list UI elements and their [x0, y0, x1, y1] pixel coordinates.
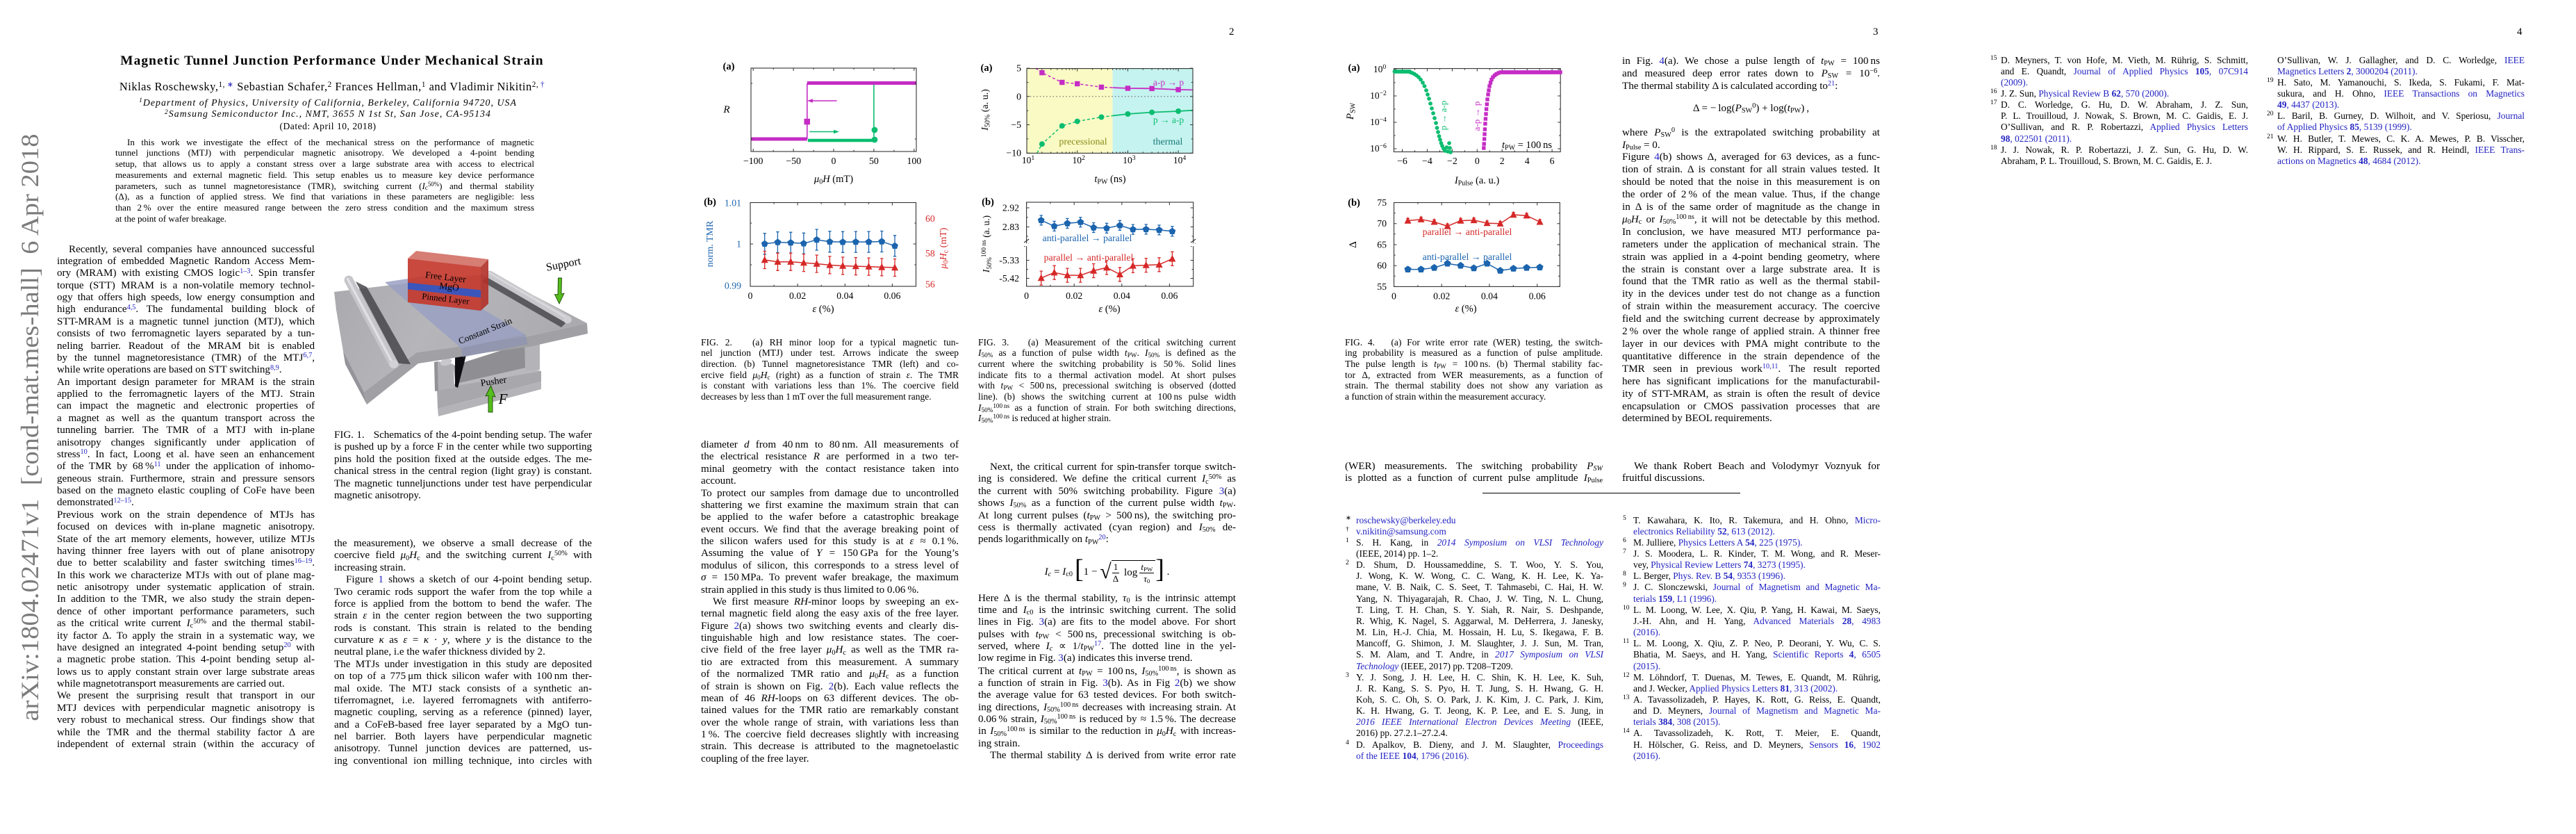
svg-text:2: 2 [1500, 156, 1505, 166]
svg-text:−100: −100 [743, 156, 763, 166]
svg-text:−10: −10 [1006, 148, 1021, 158]
svg-text:(b): (b) [704, 197, 716, 208]
svg-text:I50% (a. u.): I50% (a. u.) [980, 89, 992, 131]
svg-text:2.83: 2.83 [1002, 222, 1019, 232]
svg-text:0.04: 0.04 [1481, 291, 1498, 302]
svg-text:Pusher: Pusher [480, 374, 508, 388]
svg-text:0: 0 [1475, 156, 1480, 166]
svg-text:0: 0 [1016, 91, 1021, 101]
svg-text:10−2: 10−2 [1370, 90, 1387, 101]
svg-text:0.02: 0.02 [789, 291, 806, 301]
svg-text:2.92: 2.92 [1002, 203, 1019, 213]
svg-text:μ0H (mT): μ0H (mT) [814, 174, 853, 186]
svg-text:thermal: thermal [1153, 137, 1183, 147]
svg-text:p → a-p: p → a-p [1438, 101, 1448, 131]
svg-text:anti-parallel → parallel: anti-parallel → parallel [1043, 233, 1132, 243]
svg-text:10−4: 10−4 [1370, 116, 1387, 127]
svg-text:75: 75 [1377, 197, 1387, 208]
svg-text:0.06: 0.06 [884, 291, 900, 301]
svg-text:precessional: precessional [1059, 137, 1107, 147]
svg-text:a-p → p: a-p → p [1471, 101, 1482, 131]
svg-text:Support: Support [545, 255, 583, 273]
svg-text:(b): (b) [982, 197, 994, 208]
svg-text:104: 104 [1173, 154, 1187, 165]
svg-text:−6: −6 [1397, 156, 1407, 166]
svg-text:tPW (ns): tPW (ns) [1094, 174, 1125, 186]
svg-text:60: 60 [1377, 261, 1387, 271]
svg-text:(a): (a) [981, 63, 993, 74]
svg-text:58: 58 [925, 248, 935, 259]
svg-text:6: 6 [1550, 156, 1555, 166]
svg-text:ε (%): ε (%) [1098, 304, 1120, 315]
svg-text:anti-parallel → parallel: anti-parallel → parallel [1423, 252, 1512, 262]
svg-text:0.02: 0.02 [1066, 291, 1082, 301]
svg-text:10−6: 10−6 [1370, 142, 1387, 154]
svg-text:103: 103 [1123, 154, 1136, 165]
svg-text:56: 56 [925, 279, 935, 290]
svg-text:0.02: 0.02 [1433, 291, 1450, 302]
svg-text:(b): (b) [1348, 197, 1360, 208]
svg-text:0.04: 0.04 [1114, 291, 1130, 301]
svg-text:55: 55 [1377, 281, 1387, 292]
svg-text:I50%100 ns (a. u.): I50%100 ns (a. u.) [981, 215, 993, 273]
svg-text:0: 0 [1024, 291, 1029, 301]
svg-text:−50: −50 [786, 156, 801, 166]
svg-text:100: 100 [907, 156, 921, 166]
svg-text:parallel → anti-parallel: parallel → anti-parallel [1044, 252, 1134, 263]
svg-text:ε (%): ε (%) [1455, 304, 1476, 315]
svg-text:μ0Hc (mT): μ0Hc (mT) [939, 227, 950, 269]
svg-text:ε (%): ε (%) [812, 304, 834, 315]
svg-text:1.01: 1.01 [725, 198, 741, 208]
svg-text:MgO: MgO [438, 280, 459, 293]
svg-text:0.06: 0.06 [1161, 291, 1178, 301]
svg-text:p → a-p: p → a-p [1153, 115, 1184, 125]
svg-text:tPW = 100 ns: tPW = 100 ns [1502, 140, 1552, 152]
svg-text:a-p → p: a-p → p [1153, 77, 1184, 88]
svg-text:70: 70 [1377, 218, 1387, 229]
svg-text:102: 102 [1073, 154, 1086, 165]
svg-text:5: 5 [1016, 63, 1021, 74]
svg-text:(a): (a) [1348, 63, 1360, 74]
svg-text:0: 0 [1392, 291, 1396, 302]
svg-text:4: 4 [1525, 156, 1530, 166]
svg-text:101: 101 [1022, 154, 1035, 165]
svg-text:IPulse (a. u.): IPulse (a. u.) [1454, 175, 1500, 188]
svg-text:0.99: 0.99 [725, 281, 741, 291]
svg-text:-5.33: -5.33 [999, 255, 1019, 265]
svg-text:parallel → anti-parallel: parallel → anti-parallel [1423, 227, 1512, 237]
svg-text:norm. TMR: norm. TMR [705, 220, 716, 267]
svg-text:50: 50 [869, 156, 879, 166]
svg-text:Free Layer: Free Layer [424, 270, 467, 285]
svg-text:R: R [723, 104, 729, 115]
svg-text:(a): (a) [723, 61, 735, 72]
svg-text:−4: −4 [1422, 156, 1433, 166]
svg-text:PSW: PSW [1345, 102, 1357, 120]
svg-text:0: 0 [748, 291, 753, 301]
svg-text:−5: −5 [1011, 120, 1021, 130]
svg-text:F: F [498, 391, 508, 407]
svg-text:Δ: Δ [1348, 241, 1359, 248]
svg-text:0.06: 0.06 [1529, 291, 1546, 302]
svg-text:0: 0 [832, 156, 836, 166]
svg-text:1: 1 [736, 239, 741, 250]
svg-text:100: 100 [1373, 63, 1387, 74]
svg-text:65: 65 [1377, 240, 1387, 250]
svg-text:0.04: 0.04 [836, 291, 853, 301]
svg-text:60: 60 [925, 213, 935, 224]
svg-text:−2: −2 [1447, 156, 1458, 166]
svg-text:-5.42: -5.42 [999, 273, 1019, 284]
